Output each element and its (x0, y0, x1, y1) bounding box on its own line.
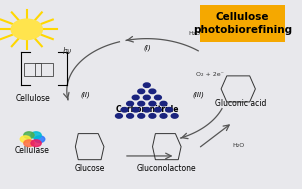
Circle shape (143, 95, 150, 100)
Text: (III): (III) (192, 91, 204, 98)
Text: (II): (II) (81, 91, 90, 98)
Text: H₂O: H₂O (232, 143, 244, 148)
Circle shape (132, 108, 139, 112)
Text: Glucose: Glucose (75, 164, 105, 174)
Circle shape (11, 19, 42, 40)
Circle shape (138, 114, 145, 118)
Circle shape (160, 101, 167, 106)
Circle shape (31, 140, 41, 147)
Text: Gluconic acid: Gluconic acid (215, 99, 267, 108)
Text: O₂ + 2e⁻: O₂ + 2e⁻ (196, 72, 223, 77)
Circle shape (24, 132, 34, 139)
FancyBboxPatch shape (200, 5, 285, 42)
Text: Gluconolactone: Gluconolactone (137, 164, 197, 174)
Text: Cellulose
photobiorefining: Cellulose photobiorefining (193, 12, 292, 35)
Circle shape (171, 114, 178, 118)
Circle shape (34, 136, 45, 143)
Circle shape (127, 114, 133, 118)
Text: H₂O₂: H₂O₂ (188, 31, 203, 36)
Circle shape (20, 136, 31, 143)
Text: Cellulose: Cellulose (15, 94, 50, 103)
Circle shape (31, 132, 41, 139)
Circle shape (160, 114, 167, 118)
Circle shape (155, 108, 161, 112)
Circle shape (149, 114, 156, 118)
Text: hν: hν (62, 46, 71, 56)
Circle shape (24, 140, 34, 147)
Circle shape (132, 95, 139, 100)
Text: Carbon nitride: Carbon nitride (116, 105, 178, 114)
Circle shape (138, 89, 145, 94)
Text: Cellulase: Cellulase (15, 146, 50, 155)
Circle shape (143, 83, 150, 88)
Circle shape (143, 108, 150, 112)
Circle shape (127, 101, 133, 106)
Circle shape (116, 114, 122, 118)
Circle shape (155, 95, 161, 100)
Text: (I): (I) (143, 45, 151, 51)
Circle shape (166, 108, 172, 112)
Circle shape (138, 101, 145, 106)
Circle shape (121, 108, 128, 112)
Circle shape (149, 89, 156, 94)
Circle shape (149, 101, 156, 106)
